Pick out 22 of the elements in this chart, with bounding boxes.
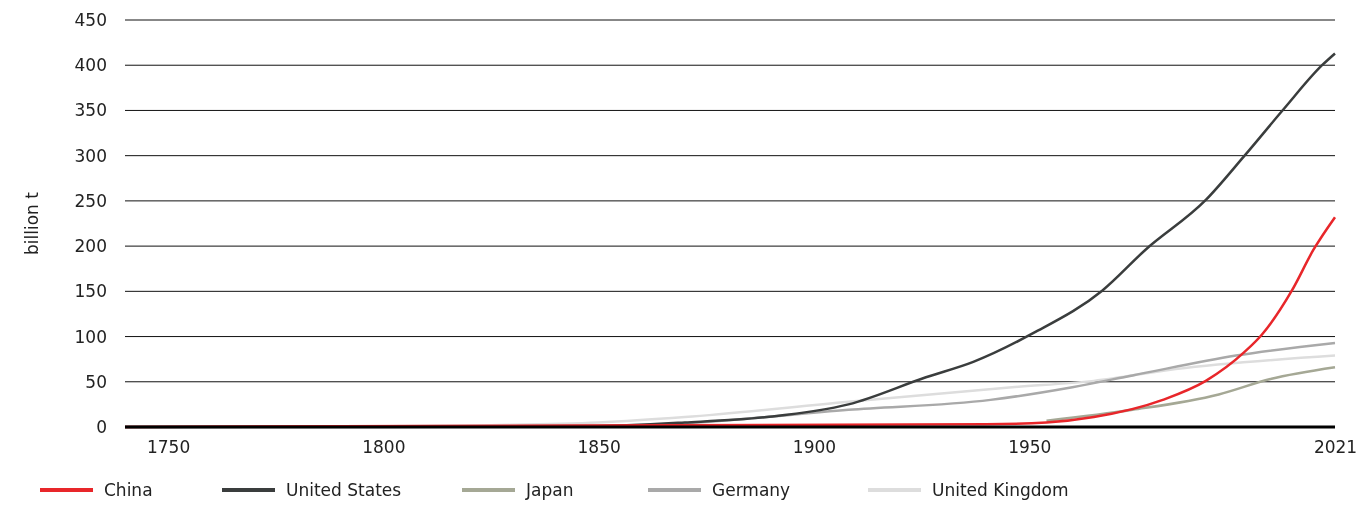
legend-label: United States: [286, 480, 402, 500]
y-tick-label: 200: [74, 236, 107, 257]
y-tick-label: 250: [74, 190, 107, 211]
x-tick-label: 2021: [1313, 437, 1358, 458]
y-tick-label: 0: [96, 416, 107, 437]
y-tick-label: 100: [74, 326, 107, 347]
x-tick-label: 1750: [146, 437, 191, 458]
x-tick-label: 1950: [1008, 437, 1052, 458]
y-tick-label: 350: [74, 100, 107, 121]
y-tick-label: 450: [74, 9, 107, 30]
y-tick-label: 400: [74, 55, 107, 76]
x-tick-label: 1850: [577, 437, 621, 458]
legend-label: China: [104, 480, 153, 500]
legend-label: Japan: [525, 480, 574, 500]
y-axis-title: billion t: [22, 191, 42, 255]
y-tick-label: 150: [74, 281, 107, 302]
y-tick-label: 50: [85, 371, 107, 392]
x-tick-label: 1800: [362, 437, 406, 458]
legend-label: United Kingdom: [932, 480, 1069, 500]
y-tick-label: 300: [74, 145, 107, 166]
x-tick-label: 1900: [792, 437, 837, 458]
legend-label: Germany: [712, 480, 791, 500]
